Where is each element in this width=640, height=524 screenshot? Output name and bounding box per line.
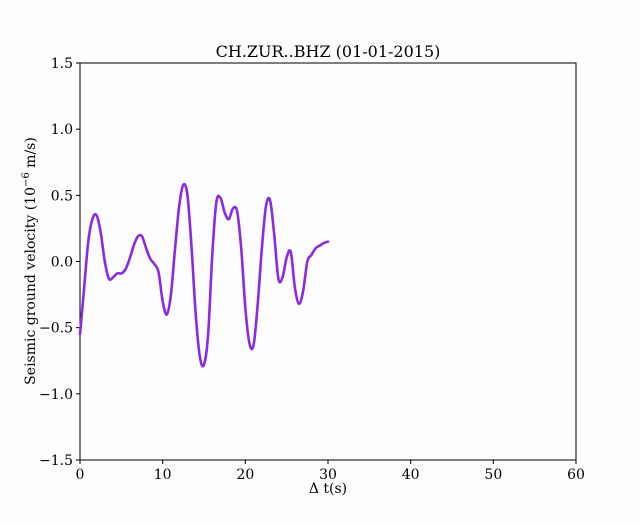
x-tick-label: 20 xyxy=(236,467,254,483)
x-axis-label: Δ t(s) xyxy=(309,481,347,497)
x-tick-label: 50 xyxy=(484,467,502,483)
y-tick-label: −1.0 xyxy=(39,387,73,403)
y-axis: −1.5 −1.0 −0.5 0.0 0.5 1.0 1.5 xyxy=(39,56,80,469)
series-line xyxy=(78,182,330,368)
x-axis: 0 10 20 30 40 50 60 xyxy=(76,460,585,483)
y-tick-label: 1.0 xyxy=(51,122,73,138)
x-tick-label: 10 xyxy=(154,467,172,483)
x-tick-label: 60 xyxy=(567,467,585,483)
y-tick-label: −1.5 xyxy=(39,453,73,469)
y-tick-label: −0.5 xyxy=(39,321,73,337)
chart-title: CH.ZUR..BHZ (01-01-2015) xyxy=(216,42,441,61)
y-tick-label: 0.5 xyxy=(51,188,73,204)
plot-area xyxy=(79,62,577,461)
y-tick-label: 0.0 xyxy=(51,255,73,271)
x-tick-label: 0 xyxy=(76,467,85,483)
y-axis-label: Seismic ground velocity (10−6 m/s) xyxy=(21,137,39,385)
x-tick-label: 40 xyxy=(402,467,420,483)
x-tick-label: 30 xyxy=(319,467,337,483)
y-tick-label: 1.5 xyxy=(51,56,73,72)
